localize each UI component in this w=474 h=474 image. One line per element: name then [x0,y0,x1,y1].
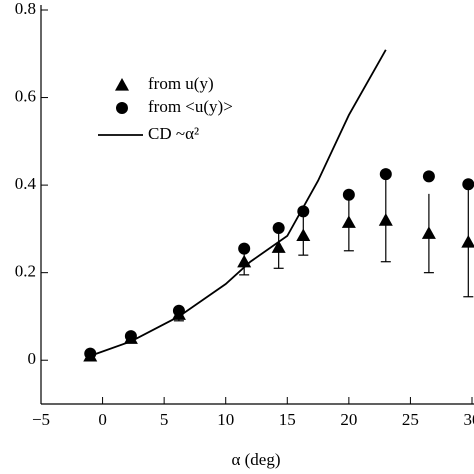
circle-marker [462,178,474,191]
circle-marker [172,304,185,317]
y-tick-label: 0.6 [15,86,36,105]
legend-label: from u(y) [148,74,214,93]
circle-marker [422,170,435,183]
legend-label: from <u(y)> [148,97,233,116]
triangle-marker [461,235,474,248]
circle-marker [272,222,285,235]
x-tick-label: 0 [98,410,107,429]
x-tick-label: 30 [464,410,474,429]
x-tick-label: 25 [402,410,419,429]
triangle-marker [296,228,311,242]
y-tick-label: 0.4 [15,174,37,193]
circle-marker [379,168,392,181]
circle-marker [84,347,97,360]
fit-line [89,49,387,357]
circle-marker [342,188,355,201]
circle-marker [238,242,251,255]
triangle-marker [237,254,252,268]
x-tick-label: 5 [160,410,169,429]
triangle-marker [341,215,356,228]
triangle-marker [421,226,436,239]
triangle-marker [271,240,286,253]
legend-marker [116,102,128,114]
y-tick-label: 0.2 [15,262,36,281]
y-tick-label: 0.8 [15,0,36,18]
circle-marker [124,330,137,343]
legend-marker [115,78,129,91]
x-tick-label: 20 [340,410,357,429]
y-tick-label: 0 [28,349,37,368]
x-axis-label: α (deg) [231,450,280,469]
x-tick-label: 10 [217,410,234,429]
x-tick-label: −5 [32,410,50,429]
legend-label: CD ~α² [148,124,199,143]
x-tick-label: 15 [279,410,296,429]
triangle-marker [378,213,393,226]
